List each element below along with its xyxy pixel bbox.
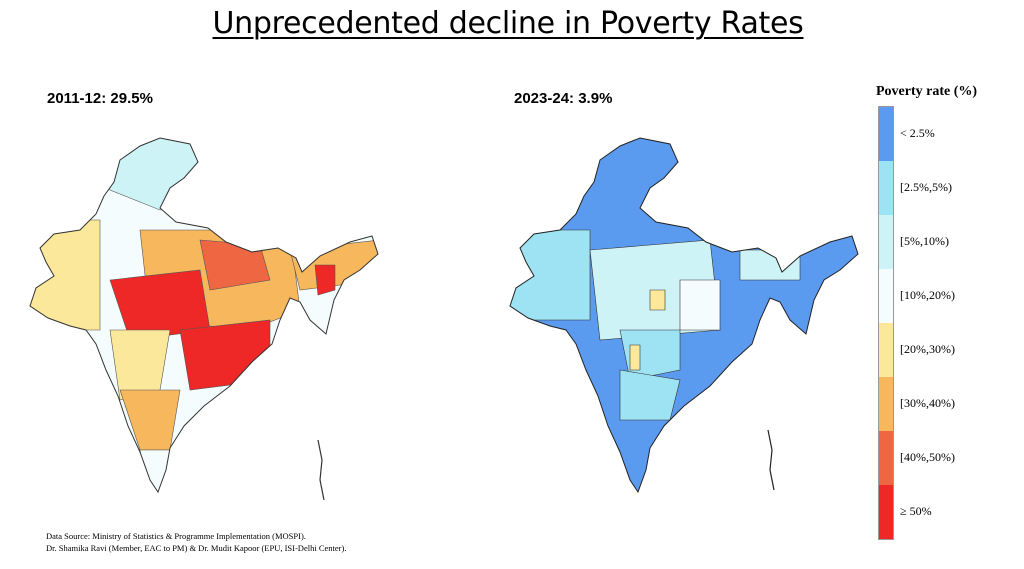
region-northeast-high <box>314 264 336 296</box>
legend-swatch-8 <box>879 485 893 539</box>
legend-label-1: < 2.5% <box>900 126 935 140</box>
region-east-2023 <box>679 279 721 331</box>
legend-swatch-1 <box>879 107 893 161</box>
legend-swatch-2 <box>879 161 893 215</box>
legend-label-6: [30%,40%) <box>900 396 955 410</box>
legend-label-5: [20%,30%) <box>900 342 955 356</box>
islands-2011 <box>317 439 325 501</box>
india-map-2023-24 <box>509 137 859 494</box>
source-line-1: Data Source: Ministry of Statistics & Pr… <box>46 531 306 541</box>
legend-swatch-7 <box>879 431 893 485</box>
legend-label-7: [40%,50%) <box>900 450 955 464</box>
legend-swatch-6 <box>879 377 893 431</box>
data-source-note: Data Source: Ministry of Statistics & Pr… <box>46 530 346 554</box>
legend-label-3: [5%,10%) <box>900 234 949 248</box>
region-ap-2023 <box>629 344 641 371</box>
map-label-2011-12: 2011-12: 29.5% <box>47 90 153 107</box>
region-east-high <box>179 319 271 391</box>
legend-swatch-3 <box>879 215 893 269</box>
india-outline-2023 <box>509 137 859 494</box>
page-title: Unprecedented decline in Poverty Rates <box>212 6 804 41</box>
india-outline-2011 <box>29 137 379 494</box>
region-odisha-2023 <box>649 289 666 311</box>
islands-2023 <box>767 429 775 491</box>
legend-label-2: [2.5%,5%) <box>900 180 952 194</box>
legend-swatch-4 <box>879 269 893 323</box>
legend-color-bar <box>878 106 894 540</box>
map-label-2023-24: 2023-24: 3.9% <box>514 90 613 107</box>
legend-label-4: [10%,20%) <box>900 288 955 302</box>
source-line-2: Dr. Shamika Ravi (Member, EAC to PM) & D… <box>46 543 347 553</box>
region-west-2023 <box>510 229 591 321</box>
legend-swatch-5 <box>879 323 893 377</box>
legend-label-8: ≥ 50% <box>900 504 932 518</box>
india-map-2011-12 <box>29 137 379 501</box>
region-west <box>30 219 101 331</box>
region-tip <box>139 449 181 492</box>
legend-title: Poverty rate (%) <box>876 84 978 99</box>
